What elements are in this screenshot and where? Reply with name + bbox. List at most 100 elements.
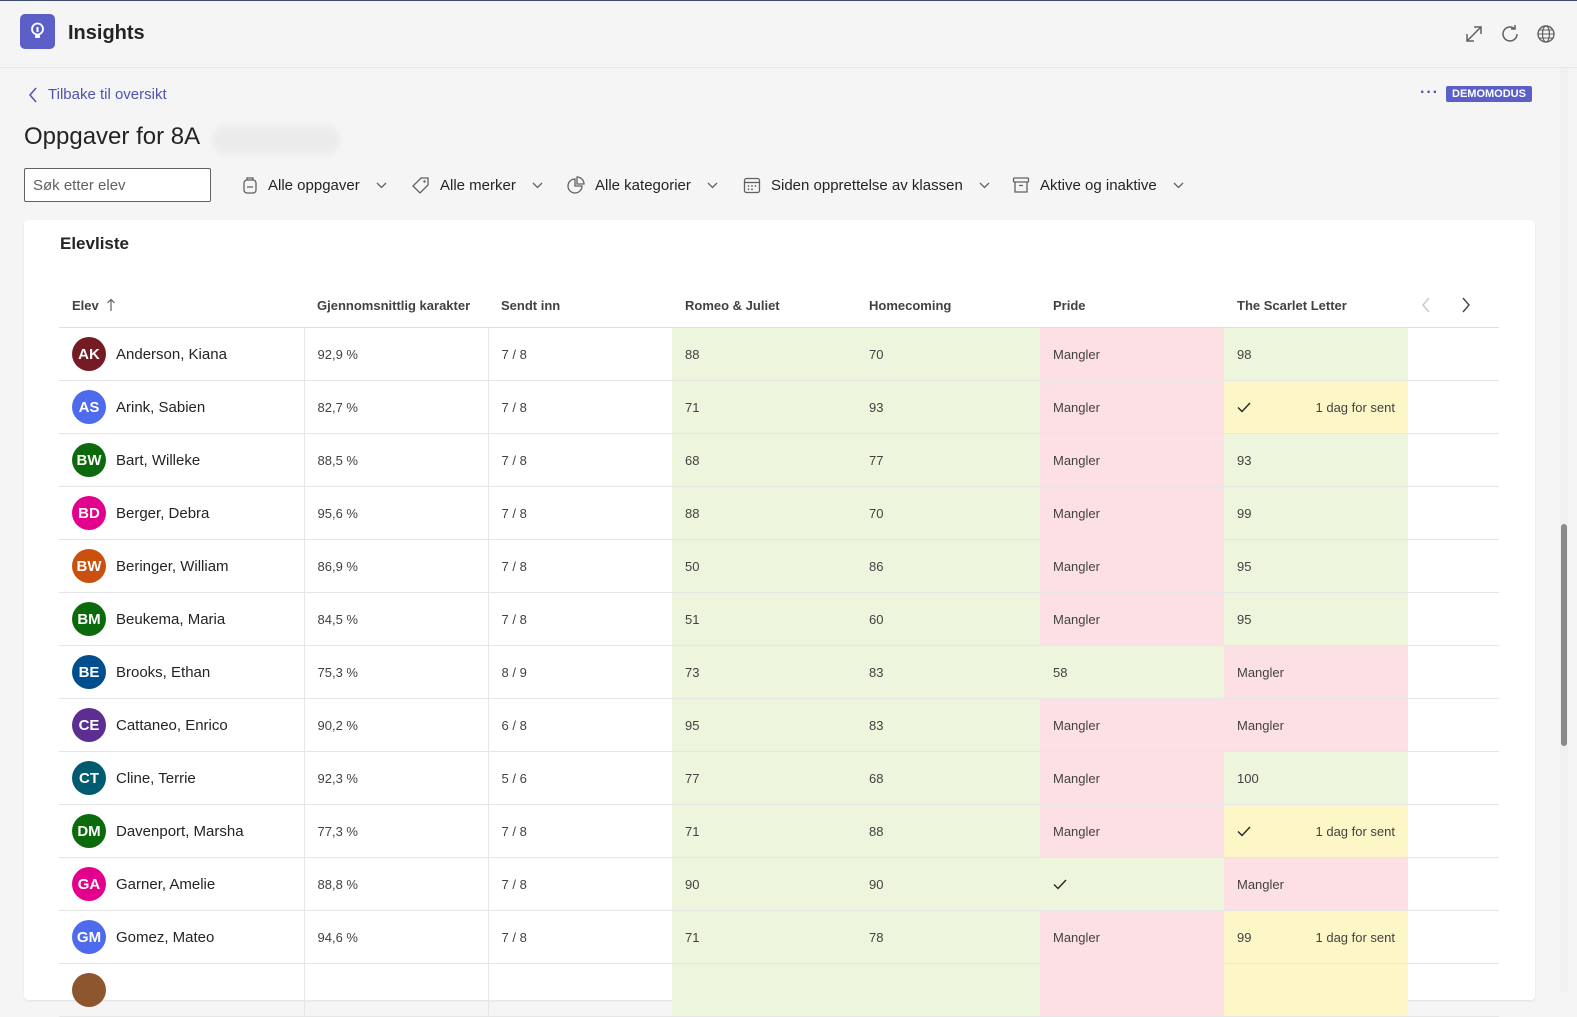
more-options-button[interactable]: ··· <box>1420 84 1439 101</box>
assignment-1-cell[interactable]: 77 <box>672 751 856 805</box>
assignment-2-cell[interactable]: 70 <box>856 486 1040 540</box>
column-header-assignment-4[interactable]: The Scarlet Letter <box>1224 283 1408 328</box>
assignment-2-cell[interactable]: 78 <box>856 910 1040 964</box>
student-cell[interactable]: AK Anderson, Kiana <box>59 327 305 381</box>
table-row[interactable]: BM Beukema, Maria 84,5 % 7 / 8 51 60 Mangler 95 <box>59 592 1499 646</box>
assignment-4-cell[interactable]: Mangler <box>1224 698 1408 752</box>
assignment-2-cell[interactable] <box>856 963 1040 1017</box>
filter-period[interactable]: Siden opprettelse av klassen <box>743 176 990 194</box>
filter-tags[interactable]: Alle merker <box>412 176 543 194</box>
student-cell[interactable]: CE Cattaneo, Enrico <box>59 698 305 752</box>
assignment-2-cell[interactable]: 60 <box>856 592 1040 646</box>
student-cell[interactable]: AS Arink, Sabien <box>59 380 305 434</box>
student-cell[interactable] <box>59 963 305 1017</box>
filter-status[interactable]: Aktive og inaktive <box>1012 176 1184 194</box>
assignment-3-cell[interactable]: Mangler <box>1040 910 1224 964</box>
assignment-3-cell[interactable]: Mangler <box>1040 433 1224 487</box>
back-link[interactable]: Tilbake til oversikt <box>28 86 167 103</box>
column-header-submitted[interactable]: Sendt inn <box>488 283 672 328</box>
table-row[interactable]: BW Bart, Willeke 88,5 % 7 / 8 68 77 Mangler 93 <box>59 433 1499 487</box>
student-cell[interactable]: BW Bart, Willeke <box>59 433 305 487</box>
table-row[interactable]: GM Gomez, Mateo 94,6 % 7 / 8 71 78 Mangler 99 1 … <box>59 910 1499 964</box>
column-header-assignment-1[interactable]: Romeo & Juliet <box>672 283 856 328</box>
assignment-3-cell[interactable]: Mangler <box>1040 380 1224 434</box>
table-row[interactable]: AS Arink, Sabien 82,7 % 7 / 8 71 93 Mangler 1 d… <box>59 380 1499 434</box>
assignment-1-cell[interactable]: 95 <box>672 698 856 752</box>
student-cell[interactable]: BE Brooks, Ethan <box>59 645 305 699</box>
column-header-average[interactable]: Gjennomsnittlig karakter <box>304 283 488 328</box>
chevron-right-icon[interactable] <box>1461 297 1471 313</box>
assignment-2-cell[interactable]: 68 <box>856 751 1040 805</box>
column-header-assignment-3[interactable]: Pride <box>1040 283 1224 328</box>
assignment-3-cell[interactable] <box>1040 963 1224 1017</box>
assignment-2-cell[interactable]: 88 <box>856 804 1040 858</box>
assignment-2-cell[interactable]: 90 <box>856 857 1040 911</box>
student-search-input[interactable] <box>24 168 211 202</box>
assignment-3-cell[interactable]: Mangler <box>1040 804 1224 858</box>
table-row[interactable]: BD Berger, Debra 95,6 % 7 / 8 88 70 Mangler 99 <box>59 486 1499 540</box>
table-row[interactable]: BW Beringer, William 86,9 % 7 / 8 50 86 Mangle… <box>59 539 1499 593</box>
assignment-4-cell[interactable]: 1 dag for sent <box>1224 380 1408 434</box>
assignment-2-cell[interactable]: 70 <box>856 327 1040 381</box>
assignment-4-cell[interactable]: 95 <box>1224 592 1408 646</box>
chevron-left-icon[interactable] <box>1421 297 1431 313</box>
assignment-2-cell[interactable]: 83 <box>856 645 1040 699</box>
assignment-3-cell[interactable]: Mangler <box>1040 327 1224 381</box>
assignment-2-cell[interactable]: 77 <box>856 433 1040 487</box>
assignment-3-cell[interactable]: Mangler <box>1040 698 1224 752</box>
assignment-4-cell[interactable]: 95 <box>1224 539 1408 593</box>
assignment-4-cell[interactable]: 99 <box>1224 486 1408 540</box>
assignment-3-cell[interactable]: Mangler <box>1040 539 1224 593</box>
student-cell[interactable]: GA Garner, Amelie <box>59 857 305 911</box>
assignment-1-cell[interactable]: 71 <box>672 804 856 858</box>
student-cell[interactable]: BW Beringer, William <box>59 539 305 593</box>
refresh-icon[interactable] <box>1499 23 1521 45</box>
table-row[interactable]: DM Davenport, Marsha 77,3 % 7 / 8 71 88 Mangle… <box>59 804 1499 858</box>
expand-icon[interactable] <box>1463 23 1485 45</box>
assignment-1-cell[interactable]: 51 <box>672 592 856 646</box>
table-row[interactable]: AK Anderson, Kiana 92,9 % 7 / 8 88 70 Mangler 9… <box>59 327 1499 381</box>
student-cell[interactable]: GM Gomez, Mateo <box>59 910 305 964</box>
assignment-1-cell[interactable]: 50 <box>672 539 856 593</box>
assignment-4-cell[interactable]: 100 <box>1224 751 1408 805</box>
assignment-1-cell[interactable]: 73 <box>672 645 856 699</box>
filter-categories[interactable]: Alle kategorier <box>567 176 718 194</box>
student-cell[interactable]: CT Cline, Terrie <box>59 751 305 805</box>
assignment-1-cell[interactable]: 88 <box>672 327 856 381</box>
assignment-3-cell[interactable]: Mangler <box>1040 751 1224 805</box>
assignment-4-cell[interactable]: Mangler <box>1224 645 1408 699</box>
assignment-2-cell[interactable]: 93 <box>856 380 1040 434</box>
assignment-3-cell[interactable]: Mangler <box>1040 592 1224 646</box>
assignment-4-cell[interactable]: 1 dag for sent <box>1224 804 1408 858</box>
assignment-4-cell[interactable]: 99 1 dag for sent <box>1224 910 1408 964</box>
globe-icon[interactable] <box>1535 23 1557 45</box>
assignment-4-cell[interactable]: Mangler <box>1224 857 1408 911</box>
assignment-1-cell[interactable] <box>672 963 856 1017</box>
column-header-student[interactable]: Elev <box>59 283 304 328</box>
filter-assignments[interactable]: Alle oppgaver <box>242 176 387 194</box>
page-scrollbar-thumb[interactable] <box>1561 524 1567 746</box>
assignment-4-cell[interactable] <box>1224 963 1408 1017</box>
assignment-3-cell[interactable]: Mangler <box>1040 486 1224 540</box>
assignment-1-cell[interactable]: 71 <box>672 910 856 964</box>
student-cell[interactable]: BM Beukema, Maria <box>59 592 305 646</box>
student-cell[interactable]: DM Davenport, Marsha <box>59 804 305 858</box>
table-row[interactable]: CE Cattaneo, Enrico 90,2 % 6 / 8 95 83 Mangler… <box>59 698 1499 752</box>
assignment-2-cell[interactable]: 83 <box>856 698 1040 752</box>
column-header-assignment-2[interactable]: Homecoming <box>856 283 1040 328</box>
table-row[interactable]: BE Brooks, Ethan 75,3 % 8 / 9 73 83 58 Mangler <box>59 645 1499 699</box>
student-cell[interactable]: BD Berger, Debra <box>59 486 305 540</box>
assignment-1-cell[interactable]: 71 <box>672 380 856 434</box>
assignment-1-cell[interactable]: 68 <box>672 433 856 487</box>
assignment-1-cell[interactable]: 88 <box>672 486 856 540</box>
assignment-3-cell[interactable]: 58 <box>1040 645 1224 699</box>
assignment-1-cell[interactable]: 90 <box>672 857 856 911</box>
table-row[interactable]: GA Garner, Amelie 88,8 % 7 / 8 90 90 Mangler <box>59 857 1499 911</box>
empty-cell <box>1408 751 1499 805</box>
assignment-3-cell[interactable] <box>1040 857 1224 911</box>
table-row[interactable] <box>59 963 1499 1017</box>
assignment-4-cell[interactable]: 98 <box>1224 327 1408 381</box>
assignment-2-cell[interactable]: 86 <box>856 539 1040 593</box>
assignment-4-cell[interactable]: 93 <box>1224 433 1408 487</box>
table-row[interactable]: CT Cline, Terrie 92,3 % 5 / 6 77 68 Mangler 100 <box>59 751 1499 805</box>
